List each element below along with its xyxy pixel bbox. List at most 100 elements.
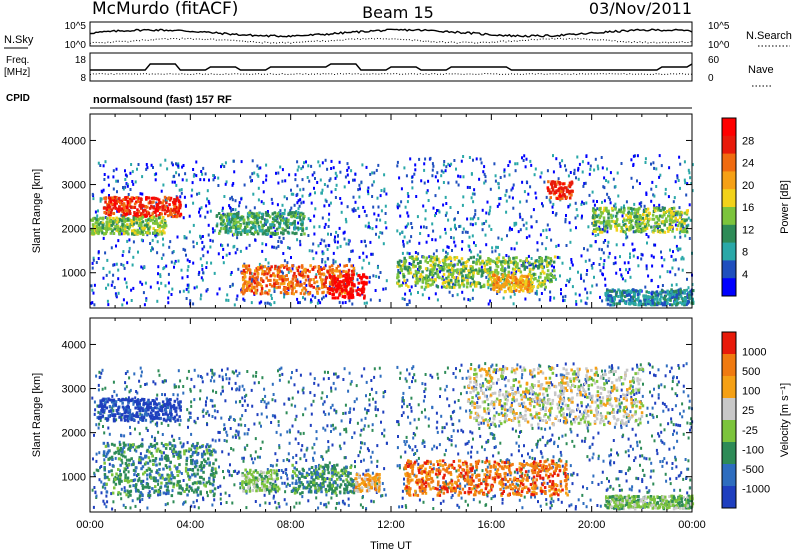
speckle-cell [154, 233, 157, 237]
speckle-cell [489, 299, 492, 303]
speckle-cell [132, 182, 135, 186]
band-cell [511, 279, 515, 282]
speckle-cell [297, 199, 300, 203]
band-cell [608, 224, 611, 228]
speckle-cell [192, 302, 195, 306]
band-cell [294, 279, 298, 283]
speckle-cell [347, 238, 350, 242]
band-cell [668, 218, 672, 222]
speckle-cell [485, 211, 488, 215]
band-cell [146, 223, 149, 227]
speckle-cell [307, 164, 310, 168]
speckle-cell [625, 268, 628, 272]
speckle-cell [172, 500, 175, 504]
speckle-cell [222, 255, 224, 259]
band-cell [291, 287, 294, 291]
speckle-cell [252, 192, 255, 196]
band-cell [524, 265, 527, 269]
speckle-cell [621, 214, 624, 218]
band-cell [403, 256, 406, 260]
band-cell [265, 276, 268, 280]
speckle-cell [207, 233, 210, 237]
speckle-cell [199, 297, 202, 301]
speckle-cell [94, 408, 97, 412]
band-cell [163, 208, 167, 212]
speckle-cell [248, 243, 251, 247]
band-cell [618, 302, 621, 306]
band-cell [356, 292, 360, 296]
speckle-cell [442, 181, 445, 184]
band-cell [335, 290, 338, 294]
band-cell [107, 196, 111, 200]
speckle-cell [407, 194, 410, 198]
band-cell [591, 209, 595, 213]
band-cell [396, 276, 399, 280]
speckle-cell [496, 204, 499, 208]
speckle-cell [677, 179, 680, 182]
speckle-cell [313, 214, 316, 218]
speckle-cell [238, 201, 241, 205]
band-cell [263, 265, 267, 269]
band-cell [136, 200, 140, 203]
band-cell [158, 230, 162, 234]
band-cell [511, 273, 514, 277]
band-cell [610, 289, 614, 293]
band-cell [680, 218, 684, 222]
band-cell [491, 275, 494, 279]
speckle-cell [92, 258, 95, 262]
speckle-cell [414, 168, 417, 172]
band-cell [550, 183, 554, 187]
band-cell [633, 299, 636, 303]
speckle-cell [659, 173, 662, 177]
speckle-cell [418, 241, 421, 245]
band-cell [109, 220, 113, 224]
colorbar-tick-label: 12 [742, 224, 754, 236]
band-cell [471, 277, 474, 281]
speckle-cell [124, 173, 127, 177]
speckle-cell [347, 180, 350, 184]
band-cell [349, 276, 352, 280]
speckle-cell [442, 163, 445, 167]
band-cell [114, 199, 118, 203]
band-cell [153, 221, 157, 225]
speckle-cell [512, 290, 515, 293]
band-cell [615, 219, 618, 223]
band-cell [544, 285, 547, 289]
speckle-cell [326, 395, 328, 399]
band-cell [404, 260, 407, 264]
band-cell [97, 227, 101, 231]
band-cell [296, 280, 299, 284]
speckle-cell [330, 232, 332, 236]
band-cell [242, 221, 246, 225]
band-cell [130, 196, 133, 200]
band-cell [136, 228, 139, 232]
band-cell [504, 274, 508, 278]
band-cell [659, 209, 662, 212]
band-cell [291, 231, 294, 235]
band-cell [415, 257, 418, 261]
speckle-cell [363, 442, 366, 446]
band-cell [520, 279, 524, 283]
band-cell [642, 210, 646, 214]
speckle-cell [299, 270, 302, 274]
band-cell [662, 296, 666, 300]
band-cell [252, 224, 255, 228]
speckle-cell [256, 173, 259, 177]
band-cell [218, 229, 222, 233]
band-cell [416, 281, 419, 285]
band-cell [338, 275, 342, 279]
band-cell [278, 222, 281, 225]
speckle-cell [562, 295, 564, 299]
band-cell [497, 259, 501, 263]
speckle-cell [329, 201, 332, 205]
speckle-cell [143, 266, 146, 269]
speckle-cell [586, 248, 589, 252]
band-cell [351, 276, 354, 280]
speckle-cell [315, 273, 318, 277]
velocity-data-cells [91, 362, 695, 511]
band-cell [115, 201, 118, 205]
band-cell [228, 212, 231, 216]
band-cell [425, 256, 428, 260]
speckle-cell [287, 270, 290, 274]
band-cell [597, 220, 601, 224]
